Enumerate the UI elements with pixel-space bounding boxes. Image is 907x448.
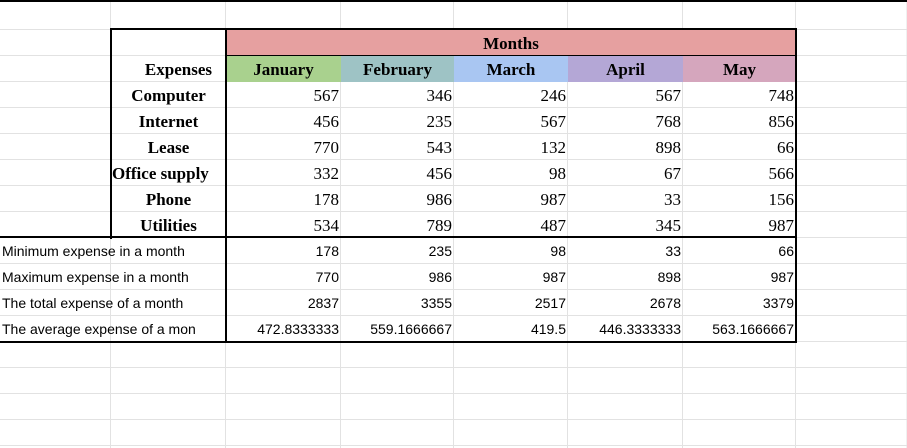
months-header-band	[226, 29, 796, 56]
table-cell[interactable]: 456	[426, 163, 453, 183]
table-cell[interactable]: 66	[778, 243, 794, 259]
table-cell[interactable]: 33	[665, 243, 681, 259]
summary-label-total[interactable]: The total expense of a month	[2, 295, 184, 311]
table-cell[interactable]: 987	[768, 215, 795, 235]
table-cell[interactable]: 2678	[649, 295, 681, 311]
table-cell[interactable]: 986	[428, 269, 452, 285]
table-cell[interactable]: 748	[768, 85, 795, 105]
expense-label-lease[interactable]: Lease	[147, 137, 190, 157]
table-cell[interactable]: 178	[313, 189, 340, 209]
table-cell[interactable]: 770	[315, 269, 339, 285]
table-cell[interactable]: 156	[768, 189, 795, 209]
table-cell[interactable]: 98	[549, 163, 566, 183]
table-cell[interactable]: 3379	[762, 295, 794, 311]
month-header-february[interactable]: February	[363, 59, 432, 79]
table-cell[interactable]: 543	[426, 137, 453, 157]
month-header-january[interactable]: January	[253, 59, 314, 79]
summary-label-minimum[interactable]: Minimum expense in a month	[2, 243, 185, 259]
table-cell[interactable]: 235	[426, 111, 453, 131]
table-cell[interactable]: 567	[313, 85, 340, 105]
table-cell[interactable]: 856	[768, 111, 795, 131]
table-cell[interactable]: 567	[655, 85, 682, 105]
table-cell[interactable]: 770	[313, 137, 340, 157]
table-cell[interactable]: 567	[540, 111, 567, 131]
table-cell[interactable]: 987	[540, 189, 567, 209]
table-cell[interactable]: 246	[540, 85, 567, 105]
table-cell[interactable]: 456	[313, 111, 340, 131]
table-cell[interactable]: 986	[426, 189, 453, 209]
table-cell[interactable]: 2517	[534, 295, 566, 311]
summary-label-maximum[interactable]: Maximum expense in a month	[2, 269, 189, 285]
april-header-band	[568, 56, 683, 82]
table-cell[interactable]: 345	[655, 215, 682, 235]
table-cell[interactable]: 559.1666667	[370, 321, 452, 337]
table-cell[interactable]: 789	[426, 215, 453, 235]
table-cell[interactable]: 898	[655, 137, 682, 157]
table-cell[interactable]: 346	[426, 85, 453, 105]
expense-label-internet[interactable]: Internet	[138, 111, 199, 131]
expense-label-utilities[interactable]: Utilities	[140, 215, 197, 235]
table-cell[interactable]: 987	[542, 269, 566, 285]
expenses-column-header[interactable]: Expenses	[144, 59, 212, 79]
expense-label-computer[interactable]: Computer	[131, 85, 206, 105]
month-header-may[interactable]: May	[722, 59, 757, 79]
table-cell[interactable]: 2837	[307, 295, 339, 311]
table-cell[interactable]: 534	[313, 215, 340, 235]
table-cell[interactable]: 3355	[420, 295, 452, 311]
table-cell[interactable]: 566	[768, 163, 795, 183]
table-cell[interactable]: 487	[540, 215, 567, 235]
table-cell[interactable]: 178	[315, 243, 339, 259]
summary-label-average[interactable]: The average expense of a mon	[2, 321, 196, 337]
may-header-band	[683, 56, 796, 82]
table-cell[interactable]: 33	[664, 189, 681, 209]
month-header-april[interactable]: April	[606, 59, 645, 79]
table-cell[interactable]: 768	[655, 111, 682, 131]
table-cell[interactable]: 98	[550, 243, 566, 259]
table-cell[interactable]: 446.3333333	[599, 321, 681, 337]
table-cell[interactable]: 132	[540, 137, 567, 157]
table-cell[interactable]: 66	[777, 137, 794, 157]
table-cell[interactable]: 987	[770, 269, 794, 285]
expense-label-office-supply[interactable]: Office supply	[112, 163, 209, 183]
table-cell[interactable]: 472.8333333	[257, 321, 339, 337]
table-cell[interactable]: 332	[313, 163, 340, 183]
march-header-band	[454, 56, 568, 82]
table-cell[interactable]: 67	[664, 163, 681, 183]
february-header-band	[341, 56, 454, 82]
table-cell[interactable]: 898	[657, 269, 681, 285]
expense-label-phone[interactable]: Phone	[145, 189, 192, 209]
table-cell[interactable]: 563.1666667	[712, 321, 794, 337]
table-cell[interactable]: 419.5	[530, 321, 566, 337]
month-header-march[interactable]: March	[486, 59, 536, 79]
months-group-title[interactable]: Months	[483, 33, 539, 53]
window-top-border	[0, 0, 907, 2]
january-header-band	[226, 56, 341, 82]
table-cell[interactable]: 235	[428, 243, 452, 259]
